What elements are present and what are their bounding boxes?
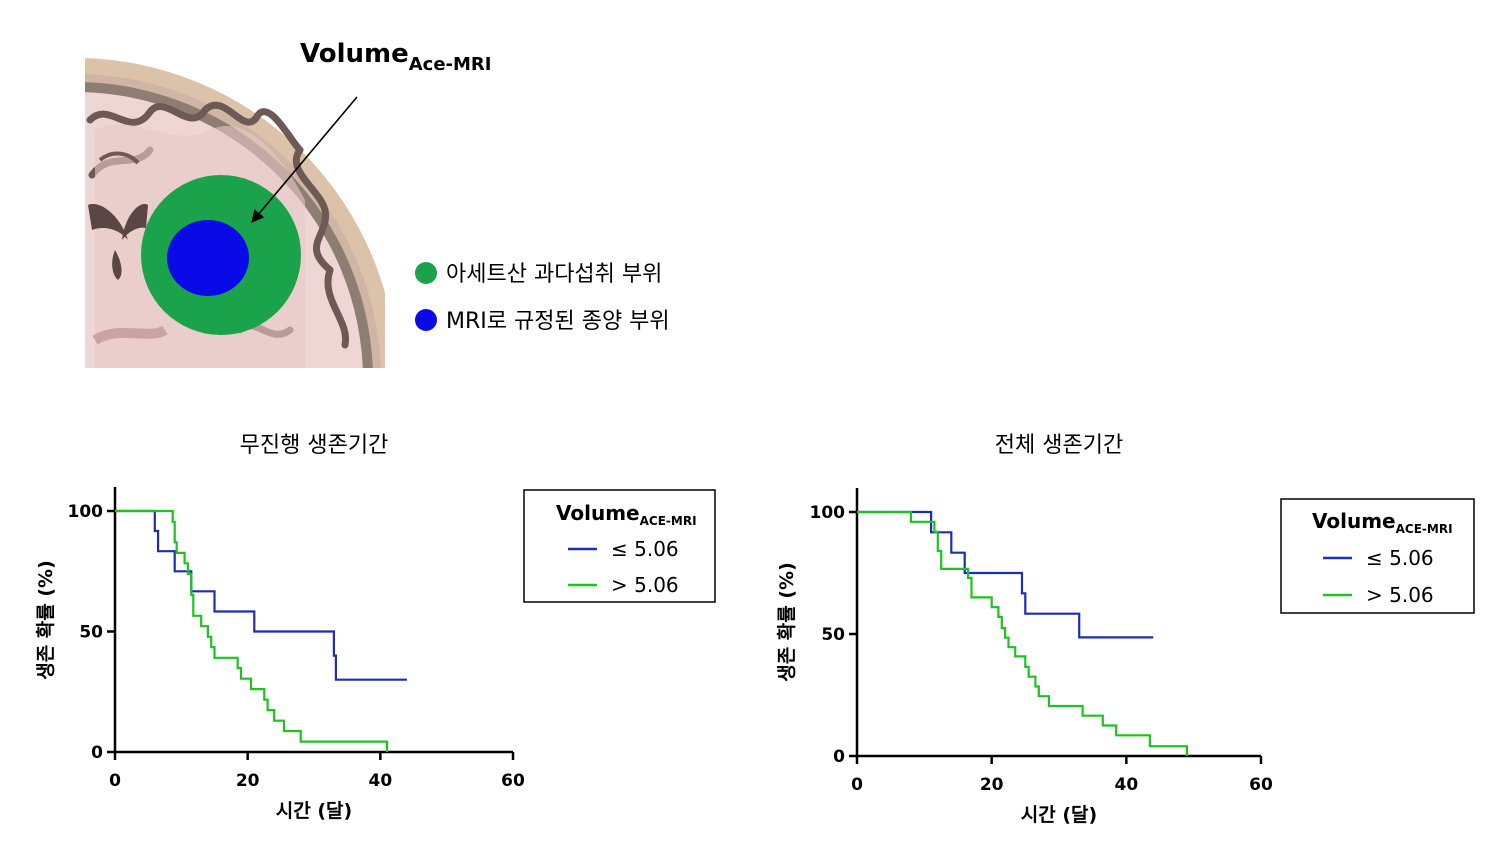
y-tick-label: 100 bbox=[68, 502, 104, 522]
x-axis-label: 시간 (달) bbox=[276, 800, 352, 822]
x-tick-label: 60 bbox=[1249, 775, 1273, 795]
series-line-high bbox=[857, 510, 1188, 756]
x-tick-label: 20 bbox=[236, 771, 260, 791]
brain-illustration bbox=[85, 58, 385, 368]
y-tick-label: 50 bbox=[821, 625, 845, 645]
series-line-low bbox=[115, 509, 407, 681]
acetate-legend-label: 아세트산 과다섭취 부위 bbox=[446, 262, 662, 287]
x-tick-label: 0 bbox=[851, 775, 863, 795]
legend-box bbox=[1280, 498, 1475, 614]
chart-legend: VolumeACE-MRI ≤ 5.06 > 5.06 bbox=[523, 489, 716, 603]
y-tick-label: 100 bbox=[810, 503, 846, 523]
x-tick-label: 40 bbox=[1114, 775, 1138, 795]
acetate-legend-marker bbox=[415, 262, 437, 284]
y-tick-label: 0 bbox=[91, 743, 103, 763]
mri-legend-marker bbox=[415, 309, 437, 331]
chart-title: 전체 생존기간 bbox=[995, 433, 1123, 458]
x-tick-label: 0 bbox=[109, 771, 121, 791]
legend-box bbox=[523, 489, 716, 603]
x-axis-label: 시간 (달) bbox=[1021, 804, 1097, 826]
x-tick-label: 40 bbox=[368, 771, 392, 791]
y-tick-label: 0 bbox=[833, 747, 845, 767]
series-line-high bbox=[115, 509, 389, 752]
legend-label-high: > 5.06 bbox=[611, 573, 679, 597]
y-axis-label: 생존 확률 (%) bbox=[34, 560, 57, 680]
legend-title: VolumeACE-MRI bbox=[1312, 509, 1453, 536]
volume-label: VolumeAce-MRI bbox=[300, 39, 491, 75]
legend-label-low: ≤ 5.06 bbox=[611, 537, 679, 561]
mri-legend-label: MRI로 규정된 종양 부위 bbox=[446, 309, 670, 334]
legend-label-high: > 5.06 bbox=[1366, 583, 1434, 607]
legend-label-low: ≤ 5.06 bbox=[1366, 546, 1434, 570]
os-chart: 전체 생존기간 생존 확률 (%) 시간 (달) 0 50 100 0 20 40 60 V… bbox=[775, 433, 1475, 826]
mri-tumor-region bbox=[167, 220, 249, 296]
pointer-arrow bbox=[251, 96, 358, 223]
y-tick-label: 50 bbox=[79, 623, 103, 643]
x-tick-label: 60 bbox=[501, 771, 525, 791]
illustration-legend: 아세트산 과다섭취 부위 MRI로 규정된 종양 부위 bbox=[415, 262, 670, 334]
y-axis-label: 생존 확률 (%) bbox=[775, 562, 798, 682]
legend-title: VolumeACE-MRI bbox=[556, 501, 697, 528]
chart-legend: VolumeACE-MRI ≤ 5.06 > 5.06 bbox=[1280, 498, 1475, 614]
x-tick-label: 20 bbox=[980, 775, 1004, 795]
series-line-low bbox=[857, 510, 1154, 639]
chart-title: 무진행 생존기간 bbox=[240, 433, 389, 458]
